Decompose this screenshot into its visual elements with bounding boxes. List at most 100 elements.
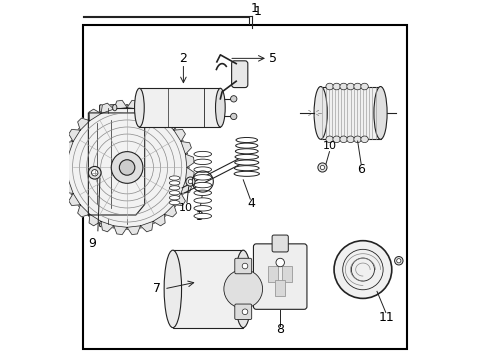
Polygon shape bbox=[78, 205, 90, 217]
Polygon shape bbox=[69, 130, 80, 141]
Ellipse shape bbox=[194, 183, 212, 188]
Text: 5: 5 bbox=[269, 52, 277, 65]
Polygon shape bbox=[63, 181, 73, 193]
Polygon shape bbox=[60, 154, 69, 167]
Polygon shape bbox=[127, 226, 141, 234]
Text: 10: 10 bbox=[179, 203, 193, 213]
Text: 1: 1 bbox=[254, 5, 262, 18]
Polygon shape bbox=[69, 193, 80, 206]
Circle shape bbox=[242, 309, 248, 315]
FancyBboxPatch shape bbox=[99, 105, 130, 116]
Polygon shape bbox=[63, 141, 73, 154]
Ellipse shape bbox=[170, 191, 180, 195]
Polygon shape bbox=[60, 167, 69, 181]
Polygon shape bbox=[185, 154, 194, 167]
Polygon shape bbox=[141, 103, 153, 113]
Ellipse shape bbox=[234, 166, 259, 171]
Ellipse shape bbox=[347, 83, 354, 90]
Ellipse shape bbox=[170, 195, 180, 200]
Ellipse shape bbox=[333, 136, 341, 143]
Ellipse shape bbox=[194, 198, 212, 203]
Polygon shape bbox=[114, 100, 127, 109]
Circle shape bbox=[92, 170, 98, 176]
Polygon shape bbox=[114, 226, 127, 234]
Ellipse shape bbox=[326, 136, 333, 143]
Ellipse shape bbox=[170, 181, 180, 185]
Ellipse shape bbox=[347, 136, 354, 143]
Ellipse shape bbox=[113, 104, 117, 111]
Text: 11: 11 bbox=[379, 311, 395, 324]
Bar bbox=[268, 266, 278, 282]
Circle shape bbox=[231, 96, 237, 102]
Ellipse shape bbox=[354, 83, 361, 90]
FancyBboxPatch shape bbox=[235, 304, 252, 320]
Circle shape bbox=[231, 113, 237, 120]
Ellipse shape bbox=[235, 250, 252, 328]
Ellipse shape bbox=[194, 206, 212, 211]
Polygon shape bbox=[141, 221, 153, 232]
Text: 10: 10 bbox=[323, 141, 337, 150]
Ellipse shape bbox=[374, 86, 387, 139]
Bar bbox=[275, 280, 285, 296]
Ellipse shape bbox=[361, 136, 368, 143]
Text: 1: 1 bbox=[250, 3, 258, 15]
FancyBboxPatch shape bbox=[253, 244, 307, 309]
Polygon shape bbox=[181, 141, 192, 154]
Ellipse shape bbox=[340, 136, 347, 143]
Ellipse shape bbox=[235, 149, 258, 154]
FancyBboxPatch shape bbox=[235, 258, 252, 274]
Ellipse shape bbox=[194, 175, 212, 180]
Circle shape bbox=[224, 270, 263, 308]
Ellipse shape bbox=[326, 83, 333, 90]
Ellipse shape bbox=[354, 136, 361, 143]
Polygon shape bbox=[88, 113, 145, 215]
Circle shape bbox=[88, 166, 101, 179]
Ellipse shape bbox=[236, 138, 258, 143]
Ellipse shape bbox=[216, 88, 225, 127]
Bar bbox=[173, 250, 243, 328]
Polygon shape bbox=[153, 214, 165, 226]
Circle shape bbox=[188, 179, 193, 184]
Ellipse shape bbox=[361, 83, 368, 90]
Bar bbox=[139, 88, 220, 127]
Polygon shape bbox=[181, 181, 192, 193]
Text: 2: 2 bbox=[179, 52, 187, 65]
Text: 3: 3 bbox=[196, 210, 203, 223]
Circle shape bbox=[397, 258, 401, 263]
Ellipse shape bbox=[236, 143, 258, 148]
Ellipse shape bbox=[194, 167, 212, 172]
Polygon shape bbox=[164, 118, 176, 130]
Polygon shape bbox=[185, 167, 194, 181]
Ellipse shape bbox=[170, 201, 180, 205]
Ellipse shape bbox=[194, 213, 212, 219]
Circle shape bbox=[120, 160, 135, 175]
Polygon shape bbox=[101, 221, 114, 232]
Text: 9: 9 bbox=[88, 237, 96, 249]
Circle shape bbox=[111, 152, 143, 183]
Polygon shape bbox=[153, 109, 165, 121]
Ellipse shape bbox=[164, 250, 182, 328]
Circle shape bbox=[334, 241, 392, 298]
Circle shape bbox=[242, 263, 248, 269]
Circle shape bbox=[318, 163, 327, 172]
Circle shape bbox=[394, 257, 403, 265]
Bar bbox=[282, 266, 292, 282]
Polygon shape bbox=[101, 103, 114, 113]
Ellipse shape bbox=[340, 83, 347, 90]
Circle shape bbox=[276, 258, 284, 267]
Text: 8: 8 bbox=[276, 323, 284, 336]
Text: 4: 4 bbox=[247, 197, 255, 210]
Text: 6: 6 bbox=[357, 163, 365, 176]
Ellipse shape bbox=[135, 88, 144, 127]
Ellipse shape bbox=[194, 159, 212, 165]
Polygon shape bbox=[89, 214, 101, 226]
Text: 7: 7 bbox=[153, 282, 161, 296]
Ellipse shape bbox=[170, 186, 180, 190]
Circle shape bbox=[66, 106, 189, 229]
Ellipse shape bbox=[170, 176, 180, 180]
Bar bbox=[320, 86, 381, 139]
Ellipse shape bbox=[333, 83, 341, 90]
Polygon shape bbox=[127, 100, 141, 109]
FancyBboxPatch shape bbox=[272, 235, 288, 252]
FancyBboxPatch shape bbox=[232, 61, 248, 87]
